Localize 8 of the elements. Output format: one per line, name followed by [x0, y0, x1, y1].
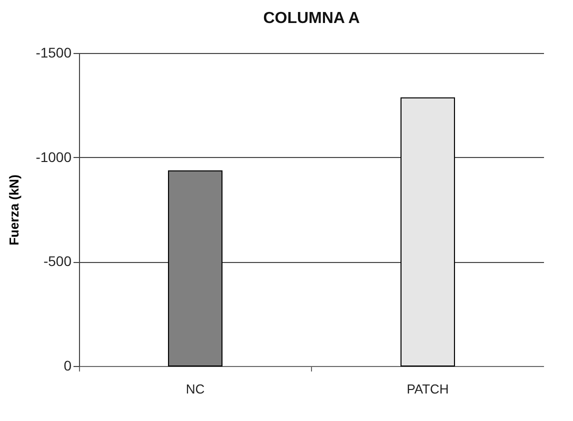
chart-title: COLUMNA A	[263, 10, 360, 27]
y-tick-label: -1500	[36, 44, 72, 60]
x-tick-label: NC	[186, 382, 205, 396]
x-tick-label: PATCH	[406, 382, 449, 396]
y-tick-label: -500	[43, 253, 72, 270]
y-tick-label: 0	[64, 358, 72, 374]
y-axis-title: Fuerza (kN)	[6, 174, 22, 246]
y-tick-label: -1000	[36, 148, 72, 165]
